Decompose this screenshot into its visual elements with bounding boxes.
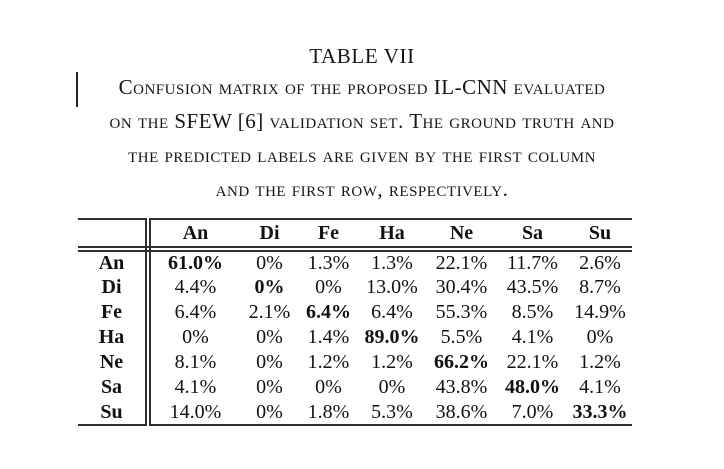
- row-header-di: Di: [78, 275, 151, 300]
- row-header-an: An: [78, 249, 151, 275]
- cell-ne-ha: 1.2%: [371, 351, 413, 373]
- cell-an-ha: 1.3%: [371, 252, 413, 274]
- cell-ha-su: 0%: [586, 326, 614, 348]
- cell-ha-sa: 4.1%: [511, 326, 554, 348]
- caption-line-2: on the SFEW [6] validation set. The grou…: [109, 109, 615, 133]
- cell-di-sa: 43.5%: [506, 276, 559, 298]
- row-header-sa: Sa: [78, 375, 151, 400]
- cell-an-su: 2.6%: [579, 252, 621, 274]
- cell-an-fe: 1.3%: [307, 252, 350, 274]
- cell-ne-di: 0%: [256, 351, 283, 373]
- table-caption: Confusion matrix of the proposed IL-CNN …: [0, 70, 724, 206]
- row-header-ha: Ha: [78, 325, 151, 350]
- row-header-fe: Fe: [78, 300, 151, 325]
- cell-fe-su: 14.9%: [574, 301, 626, 323]
- cell-ne-su: 1.2%: [579, 351, 621, 373]
- cell-sa-di: 0%: [256, 376, 283, 398]
- cell-di-ha: 13.0%: [366, 276, 418, 298]
- cell-di-an: 4.4%: [174, 276, 217, 298]
- cell-fe-fe: 6.4%: [306, 301, 351, 323]
- cell-sa-ha: 0%: [378, 376, 406, 398]
- cell-fe-di: 2.1%: [248, 301, 291, 323]
- col-header-an: An: [148, 219, 240, 252]
- table-title: TABLE VII: [309, 44, 415, 68]
- row-header-ne: Ne: [78, 350, 151, 375]
- cell-sa-ne: 43.8%: [435, 376, 488, 398]
- cell-ne-an: 8.1%: [174, 351, 217, 373]
- caption-line-1: Confusion matrix of the proposed IL-CNN …: [118, 75, 606, 99]
- cell-di-di: 0%: [254, 276, 285, 298]
- table-row-ha: Ha 0% 0% 1.4% 89.0% 5.5% 4.1% 0%: [78, 325, 632, 350]
- col-header-di: Di: [240, 219, 299, 252]
- cell-ha-ha: 89.0%: [364, 326, 420, 348]
- cell-sa-su: 4.1%: [579, 376, 621, 398]
- cell-su-su: 33.3%: [572, 400, 628, 423]
- col-header-su: Su: [568, 219, 632, 252]
- caption-line-3: the predicted labels are given by the fi…: [128, 143, 596, 167]
- cell-su-an: 14.0%: [169, 400, 222, 423]
- col-header-ne: Ne: [426, 219, 497, 252]
- cell-an-di: 0%: [256, 252, 283, 274]
- cell-sa-fe: 0%: [315, 376, 342, 398]
- table-row-di: Di 4.4% 0% 0% 13.0% 30.4% 43.5% 8.7%: [78, 275, 632, 300]
- cell-ne-sa: 22.1%: [506, 351, 559, 373]
- row-header-su: Su: [78, 400, 151, 425]
- cell-ha-ne: 5.5%: [440, 326, 483, 348]
- cell-sa-an: 4.1%: [174, 376, 217, 398]
- cell-ne-ne: 66.2%: [434, 351, 489, 373]
- cell-di-fe: 0%: [315, 276, 342, 298]
- cell-an-ne: 22.1%: [435, 252, 488, 274]
- cell-ha-an: 0%: [182, 326, 209, 348]
- cell-an-sa: 11.7%: [507, 252, 558, 274]
- cell-su-di: 0%: [256, 400, 283, 423]
- caption-line-4: and the first row, respectively.: [215, 177, 509, 201]
- table-row-fe: Fe 6.4% 2.1% 6.4% 6.4% 55.3% 8.5% 14.9%: [78, 300, 632, 325]
- cell-di-su: 8.7%: [579, 276, 621, 298]
- cell-ha-di: 0%: [256, 326, 283, 348]
- col-header-fe: Fe: [299, 219, 358, 252]
- cell-su-ha: 5.3%: [371, 400, 413, 423]
- table-row-sa: Sa 4.1% 0% 0% 0% 43.8% 48.0% 4.1%: [78, 375, 632, 400]
- cell-sa-sa: 48.0%: [505, 376, 560, 398]
- cell-fe-sa: 8.5%: [511, 301, 554, 323]
- header-row: An Di Fe Ha Ne Sa Su: [78, 219, 632, 252]
- col-header-sa: Sa: [497, 219, 568, 252]
- cell-fe-ne: 55.3%: [435, 301, 488, 323]
- table-row-su: Su 14.0% 0% 1.8% 5.3% 38.6% 7.0% 33.3%: [78, 400, 632, 425]
- cell-an-an: 61.0%: [168, 252, 223, 274]
- cell-ha-fe: 1.4%: [307, 326, 350, 348]
- table-row-an: An 61.0% 0% 1.3% 1.3% 22.1% 11.7% 2.6%: [78, 249, 632, 275]
- confusion-matrix-table: An Di Fe Ha Ne Sa Su An 61.0% 0% 1.3% 1.…: [78, 218, 632, 426]
- cell-su-ne: 38.6%: [435, 400, 488, 423]
- corner-cell: [78, 219, 151, 252]
- cell-di-ne: 30.4%: [435, 276, 488, 298]
- cell-fe-an: 6.4%: [174, 301, 217, 323]
- cell-su-sa: 7.0%: [511, 400, 554, 423]
- cell-ne-fe: 1.2%: [307, 351, 350, 373]
- cell-su-fe: 1.8%: [307, 400, 350, 423]
- col-header-ha: Ha: [358, 219, 426, 252]
- cell-fe-ha: 6.4%: [371, 301, 413, 323]
- table-row-ne: Ne 8.1% 0% 1.2% 1.2% 66.2% 22.1% 1.2%: [78, 350, 632, 375]
- text-cursor-icon: [76, 72, 78, 107]
